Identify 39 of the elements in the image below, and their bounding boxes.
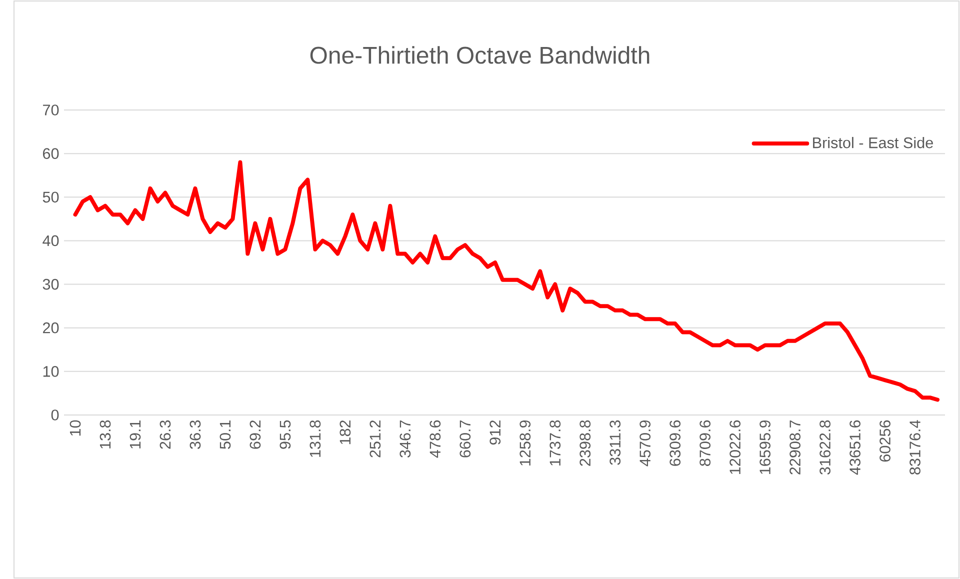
x-tick-label: 16595.9 [760,420,770,474]
x-tick-label: 31622.8 [820,420,830,475]
x-tick-label: 6309.6 [670,420,681,466]
x-tick-label: 131.8 [310,420,321,457]
x-tick-label: 2398.8 [580,420,591,466]
y-tick-label: 70 [43,104,59,116]
x-tick-label: 69.2 [250,420,261,449]
x-tick-label: 43651.6 [850,420,860,475]
y-tick-label: 60 [43,148,59,159]
x-tick-label: 251.2 [370,420,381,458]
x-tick-label: 8709.6 [700,420,710,466]
x-tick-label: 13.8 [100,420,111,448]
x-tick-label: 1737.8 [550,420,561,466]
x-tick-label: 26.3 [160,420,171,449]
x-tick-label: 1258.9 [520,420,531,466]
x-tick-label: 3311.3 [610,420,621,465]
legend-label: Bristol - East Side [813,136,933,148]
x-tick-label: 660.7 [460,420,471,458]
x-tick-label: 95.5 [280,420,291,449]
x-tick-label: 12022.6 [730,420,740,474]
x-tick-label: 912 [490,420,501,445]
y-tick-label: 10 [43,366,59,377]
x-tick-label: 478.6 [430,420,441,458]
x-tick-label: 182 [340,420,351,444]
x-tick-label: 19.1 [130,420,141,448]
x-tick-label: 60256 [880,420,890,462]
x-tick-label: 4570.9 [640,420,651,466]
y-tick-label: 50 [42,192,59,203]
x-tick-label: 36.3 [190,420,201,449]
x-tick-label: 10 [70,420,81,436]
x-tick-label: 346.7 [400,420,411,458]
y-tick-label: 20 [43,322,59,334]
x-tick-label: 22908.7 [790,420,800,474]
chart-title: One-Thirtieth Octave Bandwidth [310,46,650,64]
y-tick-label: 30 [42,278,59,290]
x-tick-label: 83176.4 [910,420,920,474]
x-tick-label: 50.1 [220,420,231,449]
y-tick-label: 40 [42,235,59,246]
y-tick-label: 0 [51,410,59,420]
